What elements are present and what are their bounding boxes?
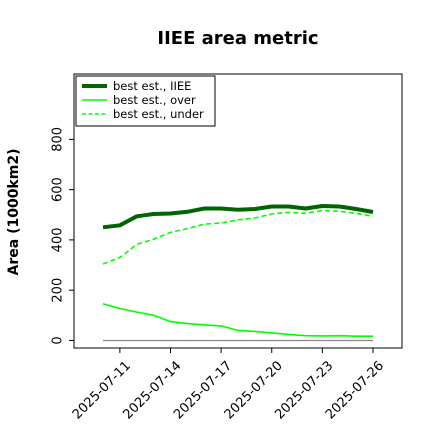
y-tick-label: 200 xyxy=(51,278,66,303)
y-tick-label: 800 xyxy=(51,127,66,152)
chart-title: IIEE area metric xyxy=(157,28,318,49)
y-tick-label: 400 xyxy=(51,227,66,252)
legend-entry: best est., IIEE xyxy=(113,79,191,93)
legend-entry: best est., under xyxy=(113,107,204,121)
series-line-3 xyxy=(102,209,374,265)
y-axis-label: Area (1000km2) xyxy=(6,149,22,276)
plot-area: 02004006008002025-07-112025-07-142025-07… xyxy=(51,127,388,423)
series-line-1 xyxy=(102,204,374,230)
series-line-2 xyxy=(102,303,373,338)
plot-frame xyxy=(73,73,403,349)
y-tick-label: 600 xyxy=(51,177,66,202)
y-tick-label: 0 xyxy=(51,336,66,344)
legend-entry: best est., over xyxy=(113,93,196,107)
